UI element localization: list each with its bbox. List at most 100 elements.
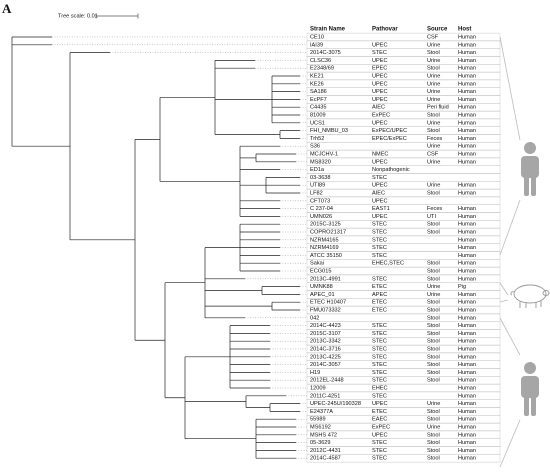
cell: STEC (372, 245, 387, 251)
cell: Human (458, 331, 476, 337)
cell: STEC (372, 331, 387, 337)
cell: Stool (427, 448, 440, 454)
cell: STEC (372, 354, 387, 360)
cell: Human (458, 159, 476, 165)
panel-label: A (2, 1, 12, 16)
cell: Stool (427, 456, 440, 462)
cell: Stool (427, 346, 440, 352)
cell: Stool (427, 128, 440, 134)
cell: Human (458, 73, 476, 79)
cell: 55989 (310, 417, 326, 423)
cell: 2015C-3107 (310, 331, 341, 337)
cell: UPEC (372, 198, 388, 204)
cell: Human (458, 339, 476, 345)
cell: Stool (427, 440, 440, 446)
cell: 2013C-4225 (310, 354, 341, 360)
cell: Human (458, 81, 476, 87)
cell: Human (458, 261, 476, 267)
cell: STEC (372, 393, 387, 399)
cell: Human (458, 89, 476, 95)
cell: 2015C-3125 (310, 222, 341, 228)
cell: MSHS 472 (310, 432, 337, 438)
cell: Human (458, 448, 476, 454)
cell: 2012C-4431 (310, 448, 341, 454)
cell: Urine (427, 97, 440, 103)
cell: APEC_01 (310, 292, 335, 298)
cell: Stool (427, 378, 440, 384)
scale-bar (95, 13, 139, 19)
cell: Human (458, 276, 476, 282)
cell: Human (458, 222, 476, 228)
cell: STEC (372, 222, 387, 228)
connectors (499, 36, 521, 468)
cell: Human (458, 440, 476, 446)
cell: Stool (427, 112, 440, 118)
cell: STEC (372, 370, 387, 376)
column-header: Source (427, 27, 448, 33)
cell: Human (458, 362, 476, 368)
cell: Human (458, 401, 476, 407)
cell: SA186 (310, 89, 327, 95)
cell: UMN026 (310, 214, 332, 220)
cell: Human (458, 190, 476, 196)
cell: Human (458, 42, 476, 48)
cell: Stool (427, 417, 440, 423)
cell: Human (458, 417, 476, 423)
cell: E2348/69 (310, 66, 334, 72)
cell: Urine (427, 183, 440, 189)
cell: MCJCHV-1 (310, 151, 338, 157)
cell: COPRO21317 (310, 229, 346, 235)
cell: 2014C-4587 (310, 456, 341, 462)
cell: NZRM4165 (310, 237, 339, 243)
cell: Human (458, 354, 476, 360)
cell: Human (458, 315, 476, 321)
cell: Human (458, 268, 476, 274)
cell: ECG015 (310, 268, 331, 274)
cell: Stool (427, 50, 440, 56)
cell: S36 (310, 144, 320, 150)
cell: Stool (427, 323, 440, 329)
cell: ED1a (310, 167, 325, 173)
cell: Stool (427, 276, 440, 282)
cell: 2013C-4991 (310, 276, 341, 282)
cell: MS8320 (310, 159, 331, 165)
cell: STEC (372, 346, 387, 352)
cell: Pig (458, 284, 466, 290)
cell: Human (458, 307, 476, 313)
cell: Human (458, 112, 476, 118)
cell: STEC (372, 323, 387, 329)
cell: Feces (427, 136, 442, 142)
cell: UPEC (372, 401, 388, 407)
cell: STEC (372, 440, 387, 446)
cell: ExPEC/UPEC (372, 128, 407, 134)
tree (11, 36, 307, 459)
cell: Stool (427, 432, 440, 438)
cell: STEC (372, 456, 387, 462)
cell: Urine (427, 73, 440, 79)
cell: Stool (427, 315, 440, 321)
cell: STEC (372, 362, 387, 368)
cell: UPEC (372, 432, 388, 438)
cell: Stool (427, 331, 440, 337)
cell: STEC (372, 237, 387, 243)
cell: C 237-04 (310, 206, 333, 212)
cell: ETEC (372, 409, 387, 415)
cell: ETEC (372, 284, 387, 290)
cell: Human (458, 300, 476, 306)
cell: Stool (427, 370, 440, 376)
cell: ExPEC (372, 424, 390, 430)
cell: Stool (427, 409, 440, 415)
cell: Human (458, 292, 476, 298)
cell: STEC (372, 253, 387, 259)
cell: Human (458, 229, 476, 235)
cell: UPEC (372, 214, 388, 220)
cell: MS6192 (310, 424, 331, 430)
cell: Urine (427, 42, 440, 48)
cell: Human (458, 128, 476, 134)
cell: Human (458, 245, 476, 251)
cell: H19 (310, 370, 320, 376)
column-header: Pathovar (372, 27, 398, 33)
cell: CSF (427, 151, 439, 157)
cell: EHEC (372, 385, 388, 391)
cell: Nonpathogenic (372, 167, 410, 173)
